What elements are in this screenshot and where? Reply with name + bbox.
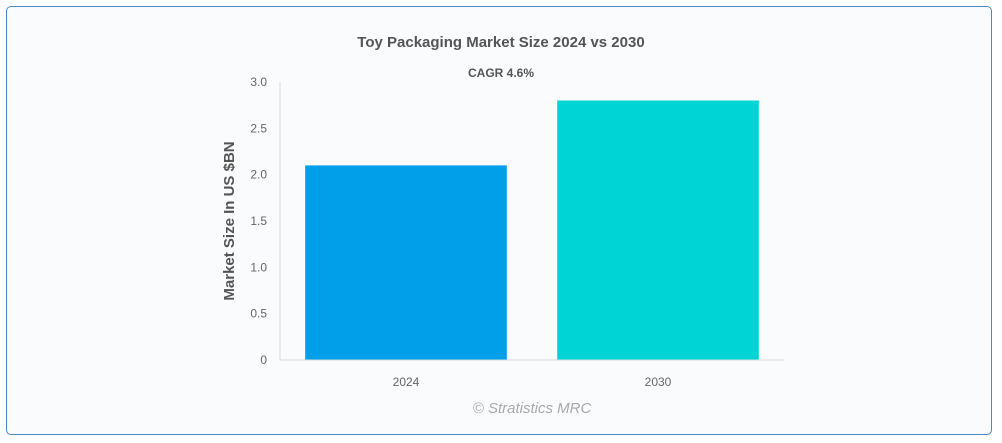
x-tick-label: 2030 <box>645 375 672 389</box>
chart-title: Toy Packaging Market Size 2024 vs 2030 <box>357 34 645 51</box>
watermark: © Stratistics MRC <box>472 400 592 417</box>
x-axis: 2024 2030 <box>280 359 784 389</box>
bars-group <box>305 100 759 361</box>
y-tick-label: 2.5 <box>250 121 267 135</box>
y-tick-label: 0.5 <box>250 307 267 321</box>
y-axis-title: Market Size In US $BN <box>221 141 238 300</box>
bar-2024 <box>305 165 507 360</box>
y-tick-label: 3.0 <box>250 75 267 89</box>
y-tick-label: 0 <box>260 353 267 367</box>
x-tick-label: 2024 <box>393 375 420 389</box>
bar-2030 <box>557 100 759 361</box>
y-tick-label: 2.0 <box>250 168 267 182</box>
y-tick-label: 1.0 <box>250 260 267 274</box>
y-axis: 0 0.5 1.0 1.5 2.0 2.5 3.0 <box>250 75 281 367</box>
y-tick-label: 1.5 <box>250 214 267 228</box>
chart-subtitle: CAGR 4.6% <box>467 66 535 80</box>
